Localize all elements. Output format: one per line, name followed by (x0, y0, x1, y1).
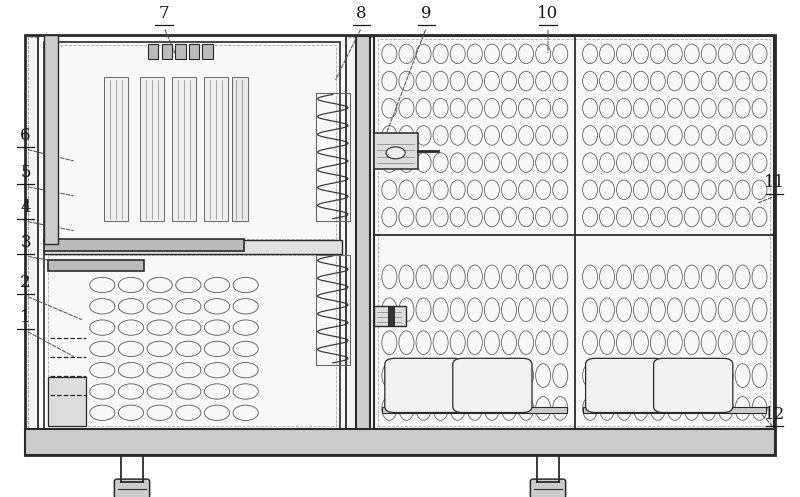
Bar (140, 77, 164, 221)
Bar (388, 306, 394, 326)
Bar (202, 44, 213, 59)
Bar (374, 133, 418, 169)
FancyBboxPatch shape (530, 479, 566, 497)
Bar (356, 36, 370, 429)
Text: 2: 2 (20, 274, 31, 291)
Bar (44, 239, 244, 251)
FancyBboxPatch shape (654, 358, 733, 413)
Text: 9: 9 (421, 5, 432, 22)
Text: 10: 10 (538, 5, 558, 22)
Bar (204, 77, 228, 221)
Bar (382, 407, 567, 413)
FancyBboxPatch shape (586, 358, 665, 413)
Bar (25, 429, 775, 455)
FancyBboxPatch shape (114, 479, 150, 497)
Bar (378, 39, 770, 426)
Bar (48, 45, 336, 239)
Bar (316, 93, 350, 221)
Bar (232, 77, 248, 221)
FancyBboxPatch shape (385, 358, 464, 413)
Bar (44, 240, 342, 254)
Text: 5: 5 (20, 165, 31, 181)
Bar (44, 35, 58, 244)
Bar (316, 255, 350, 365)
Bar (104, 77, 128, 221)
Text: 6: 6 (20, 127, 31, 144)
Text: 4: 4 (20, 199, 31, 216)
Text: 12: 12 (764, 407, 785, 423)
Bar (583, 407, 766, 413)
Bar (28, 37, 772, 453)
Bar (374, 36, 774, 429)
Circle shape (386, 147, 406, 159)
Bar (25, 35, 775, 455)
Text: 3: 3 (20, 234, 31, 251)
Bar (38, 36, 346, 429)
Bar (172, 77, 196, 221)
FancyBboxPatch shape (453, 358, 532, 413)
Bar (48, 260, 144, 271)
Bar (148, 44, 158, 59)
Bar (44, 252, 340, 429)
Bar (48, 255, 336, 426)
Bar (189, 44, 199, 59)
Bar (175, 44, 186, 59)
Bar (48, 377, 86, 426)
Bar (374, 306, 406, 326)
Bar (44, 42, 340, 241)
Text: 8: 8 (356, 5, 367, 22)
Text: 11: 11 (764, 174, 785, 191)
Text: 1: 1 (20, 309, 31, 326)
Bar (162, 44, 172, 59)
Text: 7: 7 (158, 5, 170, 22)
